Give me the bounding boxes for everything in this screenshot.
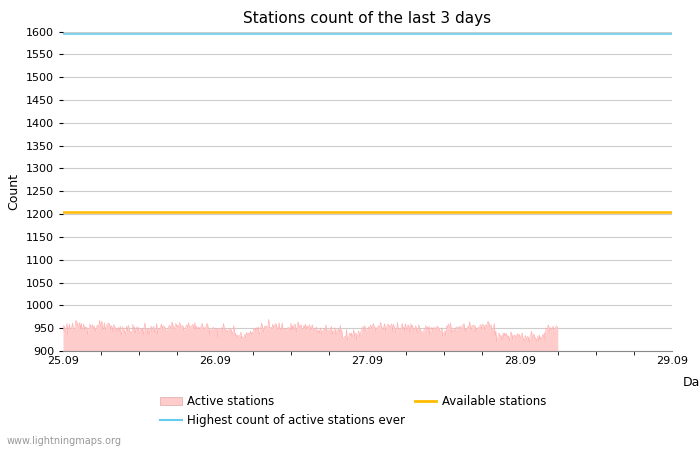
Legend: Active stations, Highest count of active stations ever, Available stations: Active stations, Highest count of active… [160, 395, 547, 427]
Title: Stations count of the last 3 days: Stations count of the last 3 days [244, 11, 491, 26]
Y-axis label: Count: Count [7, 173, 20, 210]
Text: Day: Day [683, 376, 700, 389]
Text: www.lightningmaps.org: www.lightningmaps.org [7, 436, 122, 446]
